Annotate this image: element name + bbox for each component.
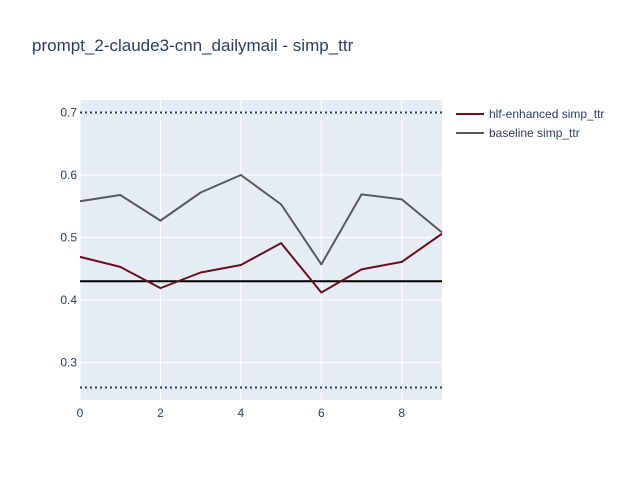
reference-lines	[80, 111, 442, 389]
legend-item-label: baseline simp_ttr	[489, 126, 580, 140]
legend[interactable]: hlf-enhanced simp_ttr baseline simp_ttr	[456, 107, 604, 140]
plot-area	[80, 100, 442, 400]
x-tick-label: 8	[398, 406, 405, 420]
x-tick-label: 0	[77, 406, 84, 420]
y-tick-label: 0.6	[60, 168, 77, 182]
x-tick-label: 2	[157, 406, 164, 420]
x-tick-label: 4	[238, 406, 245, 420]
y-tick-label: 0.3	[60, 356, 77, 370]
x-tick-label: 6	[318, 406, 325, 420]
y-tick-label: 0.4	[60, 293, 77, 307]
y-tick-label: 0.5	[60, 231, 77, 245]
hlf-enhanced-series-line	[79, 232, 443, 294]
y-tick-label: 0.7	[60, 106, 77, 120]
series-group	[79, 174, 443, 294]
y-axis: 0.3 0.4 0.5 0.6 0.7	[60, 106, 77, 370]
legend-item-label: hlf-enhanced simp_ttr	[489, 107, 604, 121]
x-axis: 0 2 4 6 8	[77, 406, 406, 420]
chart-title: prompt_2-claude3-cnn_dailymail - simp_tt…	[32, 36, 354, 55]
baseline-series-line	[79, 174, 443, 266]
